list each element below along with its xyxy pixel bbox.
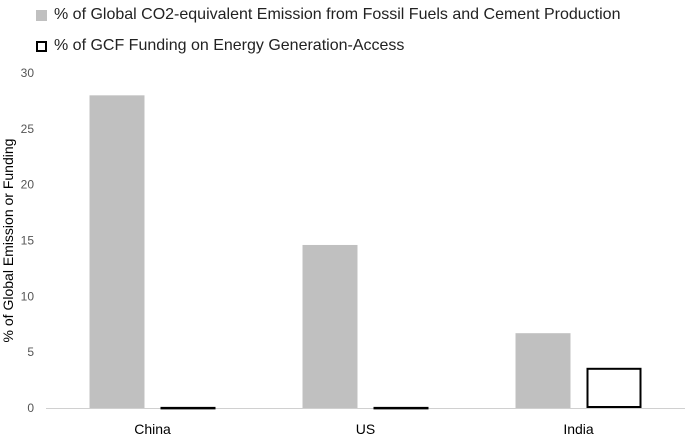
bar-funding-china [160,406,216,410]
legend-label-funding: % of GCF Funding on Energy Generation-Ac… [54,37,405,54]
y-tick-label: 0 [27,401,34,415]
x-category-label: India [563,421,594,437]
legend-swatch-emission [36,9,47,21]
x-category-label: China [134,421,171,437]
legend-swatch-funding [36,40,47,52]
bar-emission-china [89,95,145,408]
bar-emission-india [515,333,571,408]
y-tick-label: 30 [21,66,35,80]
legend-entry-emission: % of Global CO2-equivalent Emission from… [36,4,620,26]
legend: % of Global CO2-equivalent Emission from… [36,4,620,66]
bar-funding-india [586,367,642,408]
y-tick-label: 5 [27,345,34,359]
y-tick-label: 20 [21,178,35,192]
legend-label-emission: % of Global CO2-equivalent Emission from… [54,6,621,23]
y-tick-label: 25 [21,122,35,136]
bar-funding-us [373,406,429,410]
y-axis-label: % of Global Emission or Funding [0,139,16,343]
bar-emission-us [302,244,358,408]
y-tick-label: 15 [21,234,35,248]
legend-entry-funding: % of GCF Funding on Energy Generation-Ac… [36,35,620,57]
y-tick-label: 10 [21,289,35,303]
x-category-label: US [356,421,375,437]
